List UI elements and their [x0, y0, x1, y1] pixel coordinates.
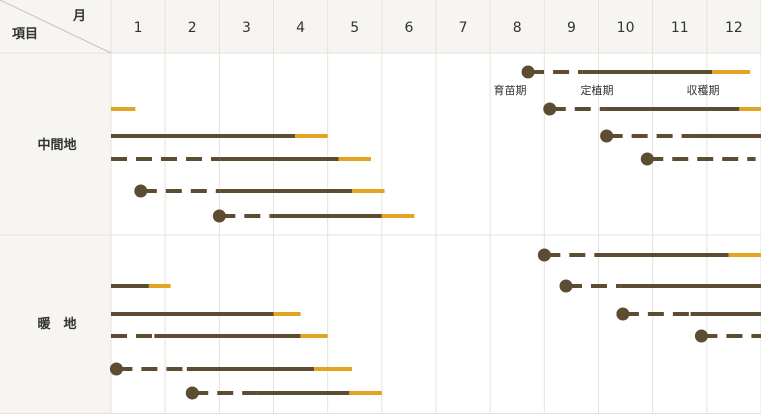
- month-label: 2: [188, 20, 197, 36]
- sowing-dot: [537, 248, 551, 262]
- annotation-seedling: 育苗期: [494, 83, 527, 97]
- month-label: 5: [350, 20, 359, 36]
- schedule-row: [600, 129, 761, 143]
- month-label: 11: [671, 20, 689, 36]
- sowing-dot: [640, 152, 654, 166]
- sowing-dot: [212, 209, 226, 223]
- sowing-dot: [134, 184, 148, 198]
- month-label: 12: [725, 20, 743, 36]
- month-label: 8: [513, 20, 522, 36]
- item-header-label: 項目: [12, 27, 38, 42]
- schedule-row: [537, 248, 761, 262]
- schedule-row: [694, 329, 761, 343]
- schedule-row: [616, 307, 761, 321]
- sowing-dot: [616, 307, 630, 321]
- schedule-row: [109, 362, 353, 376]
- sowing-dot: [694, 329, 708, 343]
- header-background: [0, 0, 761, 53]
- sowing-dot: [109, 362, 123, 376]
- schedule-row: [640, 152, 756, 166]
- annotation-planting: 定植期: [581, 83, 614, 97]
- annotation-harvest: 収穫期: [687, 84, 720, 97]
- schedule-row: [543, 102, 761, 116]
- schedule-row: [521, 65, 751, 79]
- schedule-row: [559, 279, 761, 293]
- sowing-dot: [521, 65, 535, 79]
- month-label: 1: [134, 20, 143, 36]
- region-label-intermediate: 中間地: [37, 137, 76, 153]
- sowing-dot: [559, 279, 573, 293]
- month-label: 10: [617, 20, 635, 36]
- region-column-background: [0, 53, 111, 414]
- schedule-row: [134, 184, 385, 198]
- month-label: 9: [567, 20, 576, 36]
- schedule-row: [212, 209, 415, 223]
- region-label-warm: 暖 地: [37, 316, 76, 332]
- header-diagonal: [0, 0, 112, 54]
- month-label: 3: [242, 20, 251, 36]
- sowing-dot: [600, 129, 614, 143]
- sowing-dot: [185, 386, 199, 400]
- month-label: 7: [459, 20, 468, 36]
- month-header-label: 月: [72, 9, 86, 24]
- sowing-dot: [543, 102, 557, 116]
- month-label: 4: [296, 20, 305, 36]
- schedule-row: [185, 386, 382, 400]
- month-label: 6: [404, 20, 413, 36]
